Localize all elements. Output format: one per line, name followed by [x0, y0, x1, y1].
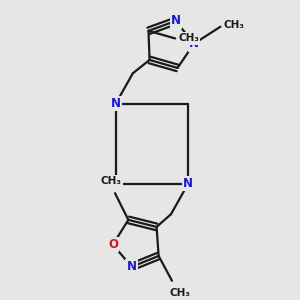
Text: N: N — [171, 14, 181, 27]
Text: N: N — [183, 177, 193, 190]
Text: CH₃: CH₃ — [101, 176, 122, 186]
Text: O: O — [108, 238, 118, 251]
Text: CH₃: CH₃ — [178, 34, 199, 44]
Text: N: N — [111, 97, 121, 110]
Text: N: N — [127, 260, 136, 273]
Text: N: N — [189, 37, 199, 50]
Text: CH₃: CH₃ — [169, 288, 190, 298]
Text: CH₃: CH₃ — [223, 20, 244, 30]
